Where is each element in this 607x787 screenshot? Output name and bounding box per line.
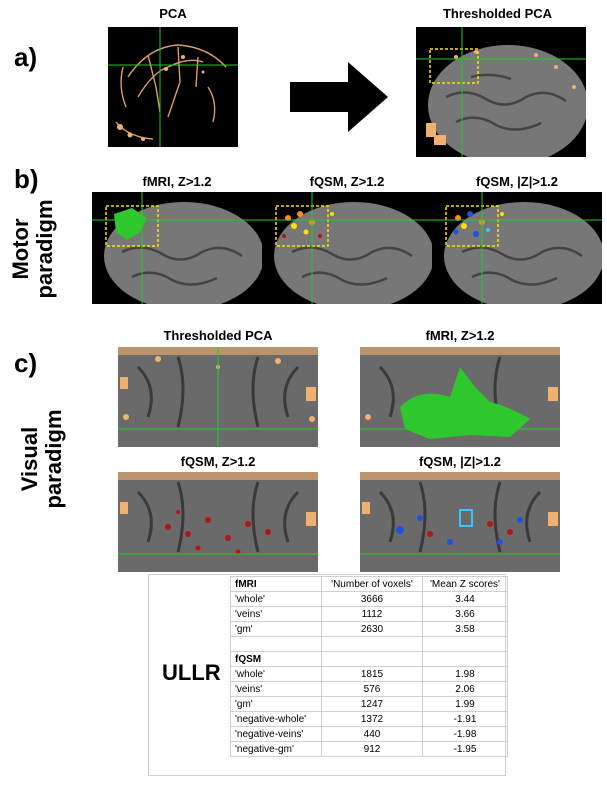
row-mean-z: -1.91 <box>422 711 508 727</box>
row-mean-z: -1.95 <box>422 741 508 757</box>
col-header-mean-z: 'Mean Z scores' <box>422 576 508 592</box>
ullr-title: ULLR <box>162 660 221 685</box>
row-voxels: 440 <box>321 726 423 742</box>
table-header-row: fMRI 'Number of voxels' 'Mean Z scores' <box>230 576 508 592</box>
table-row: 'gm' 2630 3.58 <box>230 621 508 637</box>
motor-fqsm-pos-title: fQSM, Z>1.2 <box>309 174 385 189</box>
group-name-fmri: fMRI <box>230 576 322 592</box>
motor-label-line2: paradigm <box>32 199 57 299</box>
row-mean-z: 2.06 <box>422 681 508 697</box>
row-label: 'veins' <box>230 681 322 697</box>
row-label: 'gm' <box>230 621 322 637</box>
panel-a-letter: a) <box>14 42 38 72</box>
thresholded-pca-image <box>416 27 586 157</box>
group-name-fqsm: fQSM <box>230 651 322 667</box>
panel-c-letter: c) <box>14 348 38 378</box>
ullr-table: fMRI 'Number of voxels' 'Mean Z scores' … <box>230 576 508 757</box>
row-mean-z: 3.58 <box>422 621 508 637</box>
row-mean-z: 3.44 <box>422 591 508 607</box>
row-mean-z: 3.66 <box>422 606 508 622</box>
motor-fmri-title: fMRI, Z>1.2 <box>142 174 212 189</box>
table-row: 'whole' 3666 3.44 <box>230 591 508 607</box>
table-row: 'veins' 1112 3.66 <box>230 606 508 622</box>
visual-label-line1: Visual <box>17 426 42 492</box>
table-spacer-row <box>230 636 508 652</box>
table-row: 'gm' 1247 1.99 <box>230 696 508 712</box>
row-mean-z: 1.99 <box>422 696 508 712</box>
visual-paradigm-label: Visual paradigm <box>17 394 68 524</box>
pca-map-image <box>108 27 238 147</box>
row-voxels: 576 <box>321 681 423 697</box>
row-mean-z: 1.98 <box>422 666 508 682</box>
row-label: 'whole' <box>230 666 322 682</box>
row-label: 'negative-gm' <box>230 741 322 757</box>
table-row: 'negative-gm' 912 -1.95 <box>230 741 508 757</box>
visual-label-line2: paradigm <box>41 409 66 509</box>
visual-fmri-image <box>360 347 560 447</box>
right-arrow-icon <box>290 62 388 132</box>
panel-b-letter: b) <box>14 164 39 194</box>
row-voxels: 1372 <box>321 711 423 727</box>
visual-fqsm-abs-title: fQSM, |Z|>1.2 <box>418 454 502 469</box>
panel-a-pca-title: PCA <box>159 6 187 21</box>
row-label: 'whole' <box>230 591 322 607</box>
row-voxels: 1815 <box>321 666 423 682</box>
row-label: 'negative-whole' <box>230 711 322 727</box>
row-voxels: 1247 <box>321 696 423 712</box>
visual-fqsm-pos-title: fQSM, Z>1.2 <box>180 454 256 469</box>
table-row: 'whole' 1815 1.98 <box>230 666 508 682</box>
col-header-voxels: 'Number of voxels' <box>321 576 423 592</box>
visual-fqsm-abs-image <box>360 472 560 572</box>
row-voxels: 2630 <box>321 621 423 637</box>
panel-a-thresholded-title: Thresholded PCA <box>442 6 553 21</box>
visual-fqsm-pos-image <box>118 472 318 572</box>
table-group-row: fQSM <box>230 651 508 667</box>
row-voxels: 912 <box>321 741 423 757</box>
table-row: 'negative-whole' 1372 -1.91 <box>230 711 508 727</box>
visual-fmri-title: fMRI, Z>1.2 <box>425 328 495 343</box>
row-label: 'negative-veins' <box>230 726 322 742</box>
table-row: 'negative-veins' 440 -1.98 <box>230 726 508 742</box>
motor-fqsm-abs-title: fQSM, |Z|>1.2 <box>475 174 559 189</box>
motor-fqsm-pos-image <box>262 192 432 304</box>
motor-fqsm-abs-image <box>432 192 602 304</box>
row-label: 'gm' <box>230 696 322 712</box>
motor-label-line1: Motor <box>8 218 33 280</box>
visual-thresholded-pca-title: Thresholded PCA <box>163 328 273 343</box>
motor-fmri-image <box>92 192 262 304</box>
motor-paradigm-label: Motor paradigm <box>8 189 59 309</box>
row-label: 'veins' <box>230 606 322 622</box>
row-mean-z: -1.98 <box>422 726 508 742</box>
visual-thresholded-pca-image <box>118 347 318 447</box>
row-voxels: 3666 <box>321 591 423 607</box>
table-row: 'veins' 576 2.06 <box>230 681 508 697</box>
row-voxels: 1112 <box>321 606 423 622</box>
